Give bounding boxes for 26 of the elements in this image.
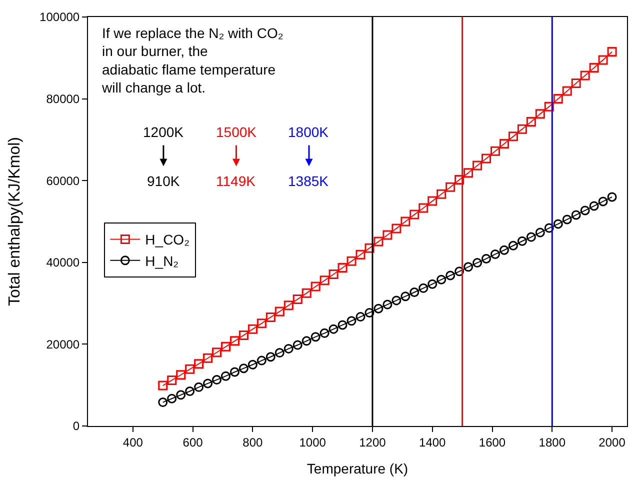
annotation: 1149K bbox=[216, 173, 256, 189]
legend-label: H_N₂ bbox=[145, 252, 179, 269]
annotation: 910K bbox=[147, 173, 180, 189]
x-axis-title: Temperature (K) bbox=[306, 460, 408, 477]
annotation: 1500K bbox=[216, 124, 258, 140]
y-tick-label: 60000 bbox=[46, 174, 80, 188]
x-tick-label: 1000 bbox=[299, 435, 326, 450]
x-tick-label: 1800 bbox=[538, 435, 566, 450]
annotation: 1200K bbox=[143, 124, 184, 140]
y-tick-label: 100000 bbox=[40, 10, 80, 24]
x-tick-label: 1200 bbox=[359, 435, 386, 450]
x-tick-label: 600 bbox=[182, 435, 204, 450]
annotation: 1800K bbox=[288, 124, 330, 140]
x-tick-label: 1400 bbox=[419, 435, 446, 450]
x-tick-label: 2000 bbox=[598, 435, 626, 450]
y-tick-label: 20000 bbox=[46, 337, 80, 352]
y-tick-label: 40000 bbox=[46, 256, 80, 270]
x-tick-label: 400 bbox=[122, 435, 144, 450]
legend-label: H_CO₂ bbox=[145, 232, 190, 248]
y-tick-label: 0 bbox=[72, 419, 80, 434]
annotation: If we replace the N₂ with CO₂ in our burner, the adiabatic flame temperature will change a lot. bbox=[101, 25, 284, 96]
y-tick-label: 80000 bbox=[46, 92, 80, 106]
x-tick-label: 800 bbox=[242, 435, 264, 450]
annotation: 1385K bbox=[288, 173, 330, 189]
x-tick-label: 1600 bbox=[478, 435, 506, 450]
y-axis-title: Total enthalpy(KJ/Kmol) bbox=[6, 137, 24, 306]
